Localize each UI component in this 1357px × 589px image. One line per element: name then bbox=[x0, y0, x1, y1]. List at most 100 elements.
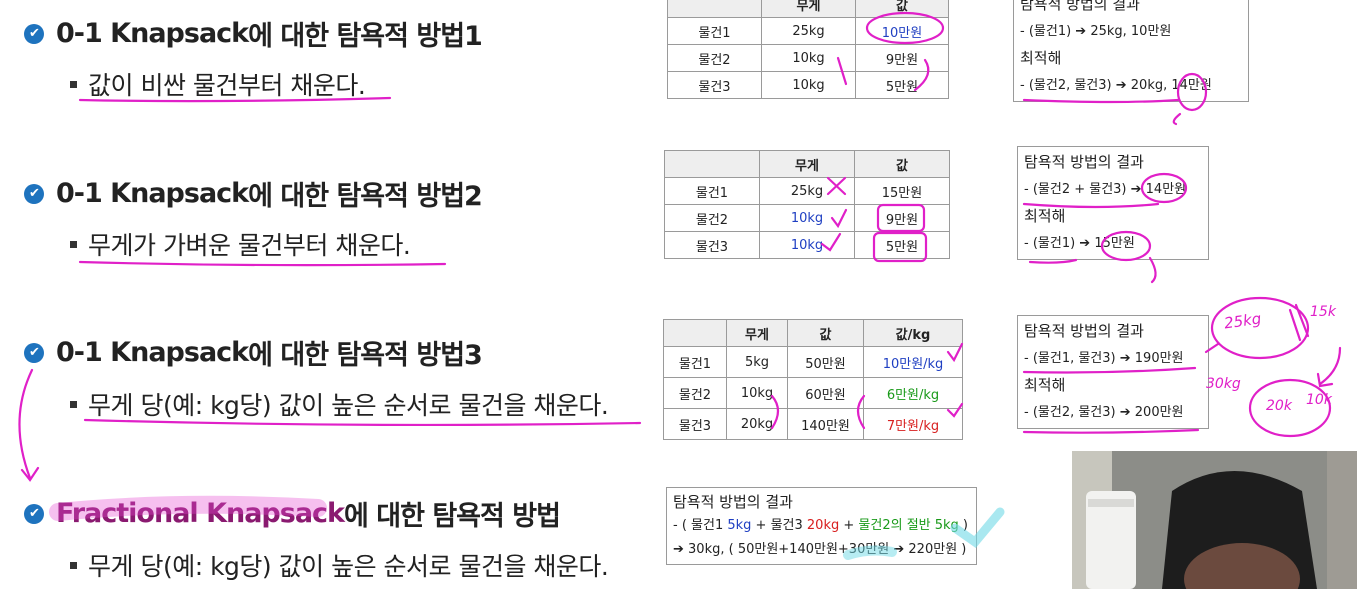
text-part: 5kg bbox=[727, 518, 752, 533]
table-cell: 9만원 bbox=[855, 44, 949, 72]
result-box-1: 탐욕적 방법의 결과 - (물건1) ➔ 25kg, 10만원 최적해 - (물… bbox=[1013, 0, 1249, 102]
table-row: 물건1 5kg 50만원 10만원/kg bbox=[663, 346, 963, 378]
table-cell: 9만원 bbox=[854, 204, 950, 232]
text-part: - ( 물건1 bbox=[673, 518, 728, 533]
result-optimal-line: - (물건1) ➔ 15만원 bbox=[1024, 236, 1135, 251]
table-cell: 25kg bbox=[759, 177, 855, 205]
square-bullet-icon bbox=[70, 561, 77, 569]
table-cell: 물건2 bbox=[667, 44, 762, 72]
table-row: 물건1 25kg 10만원 bbox=[667, 17, 949, 45]
table-header-cell: 무게 bbox=[759, 150, 855, 178]
text-part: 20kg bbox=[806, 518, 840, 533]
bullet-text: 무게 당(예: kg당) 값이 높은 순서로 물건을 채운다. bbox=[88, 391, 609, 420]
heading-suffix: 에 대한 탐욕적 방법3 bbox=[248, 340, 483, 371]
result-greedy-line: - (물건1) ➔ 25kg, 10만원 bbox=[1020, 24, 1172, 39]
result-box-3: 탐욕적 방법의 결과 - (물건1, 물건3) ➔ 190만원 최적해 - (물… bbox=[1017, 315, 1209, 429]
table-cell: 물건3 bbox=[667, 71, 762, 99]
table-cell: 물건1 bbox=[664, 177, 760, 205]
handwritten-note: 25kg bbox=[1222, 309, 1263, 333]
result-title: 탐욕적 방법의 결과 bbox=[673, 493, 793, 511]
text-part: 물건2의 절반 5kg bbox=[858, 518, 959, 533]
section-3-bullet: 무게 당(예: kg당) 값이 높은 순서로 물건을 채운다. bbox=[70, 386, 609, 422]
result-optimal-title: 최적해 bbox=[1020, 49, 1062, 67]
check-circle-icon: ✔ bbox=[24, 183, 44, 204]
section-4-bullet: 무게 당(예: kg당) 값이 높은 순서로 물건을 채운다. bbox=[70, 547, 609, 583]
table-cell: 10kg bbox=[759, 231, 855, 259]
handwritten-note: 20k bbox=[1266, 398, 1292, 414]
underline-stroke bbox=[78, 260, 447, 267]
table-cell: 10kg bbox=[761, 71, 856, 99]
heading-suffix: 에 대한 탐욕적 방법 bbox=[344, 501, 561, 532]
text-part: + bbox=[839, 518, 859, 533]
table-cell: 물건3 bbox=[664, 231, 760, 259]
check-circle-icon: ✔ bbox=[24, 342, 44, 363]
table-header-cell: 무게 bbox=[761, 0, 856, 18]
section-1-bullet: 값이 비싼 물건부터 채운다. bbox=[70, 66, 366, 102]
table-header-row: 무게 값 bbox=[667, 0, 949, 18]
table-cell: 물건2 bbox=[664, 204, 760, 232]
webcam-overlay bbox=[1072, 451, 1357, 589]
table-cell: 10kg bbox=[726, 377, 788, 409]
handwritten-note: 30kg bbox=[1206, 376, 1241, 392]
square-bullet-icon bbox=[70, 240, 77, 248]
table-cell: 10kg bbox=[761, 44, 856, 72]
webcam-image bbox=[1072, 451, 1357, 589]
table-row: 물건2 10kg 60만원 6만원/kg bbox=[663, 377, 963, 409]
square-bullet-icon bbox=[70, 400, 77, 408]
hatch-stroke bbox=[1288, 303, 1310, 342]
table-header-cell: 값/kg bbox=[863, 319, 963, 347]
table-1: 무게 값 물건1 25kg 10만원 물건2 10kg 9만원 물건3 10kg… bbox=[667, 0, 949, 99]
table-header-row: 무게 값 값/kg bbox=[663, 319, 963, 347]
underline-stroke bbox=[1022, 428, 1200, 434]
table-header-cell: 값 bbox=[855, 0, 949, 18]
text-part: + 물건3 bbox=[751, 518, 807, 533]
table-cell: 15만원 bbox=[854, 177, 950, 205]
section-4-heading: ✔ Fractional Knapsack 에 대한 탐욕적 방법 bbox=[24, 494, 561, 533]
section-3-heading: ✔ 0-1 Knapsack 에 대한 탐욕적 방법3 bbox=[24, 333, 483, 372]
section-1-heading: ✔ 0-1 Knapsack 에 대한 탐욕적 방법1 bbox=[24, 14, 483, 53]
heading-suffix: 에 대한 탐욕적 방법1 bbox=[248, 21, 483, 52]
table-header-cell bbox=[667, 0, 762, 18]
section-2-heading: ✔ 0-1 Knapsack 에 대한 탐욕적 방법2 bbox=[24, 174, 483, 213]
table-row: 물건3 20kg 140만원 7만원/kg bbox=[663, 408, 963, 440]
table-cell: 5만원 bbox=[854, 231, 950, 259]
table-cell: 50만원 bbox=[787, 346, 864, 378]
text-part: ) bbox=[958, 518, 969, 533]
table-header-cell bbox=[663, 319, 727, 347]
result-box-2: 탐욕적 방법의 결과 - (물건2 + 물건3) ➔ 14만원 최적해 - (물… bbox=[1017, 146, 1209, 260]
check-circle-icon: ✔ bbox=[24, 23, 44, 44]
result-greedy-line: - (물건1, 물건3) ➔ 190만원 bbox=[1024, 351, 1184, 366]
heading-suffix: 에 대한 탐욕적 방법2 bbox=[248, 181, 483, 212]
table-cell: 20kg bbox=[726, 408, 788, 440]
table-cell: 25kg bbox=[761, 17, 856, 45]
heading-prefix: 0-1 Knapsack bbox=[56, 178, 249, 209]
bullet-text: 무게가 가벼운 물건부터 채운다. bbox=[88, 231, 411, 260]
result-title: 탐욕적 방법의 결과 bbox=[1024, 322, 1144, 340]
result-box-4: 탐욕적 방법의 결과 - ( 물건1 5kg + 물건3 20kg + 물건2의… bbox=[666, 487, 977, 565]
table-row: 물건1 25kg 15만원 bbox=[664, 177, 950, 205]
table-header-cell bbox=[664, 150, 760, 178]
table-cell: 7만원/kg bbox=[863, 408, 963, 440]
result-greedy-line: - (물건2 + 물건3) ➔ 14만원 bbox=[1024, 182, 1187, 197]
table-cell: 140만원 bbox=[787, 408, 864, 440]
result-total-line: ➔ 30kg, ( 50만원+140만원+30만원 ➔ 220만원 ) bbox=[673, 542, 967, 557]
section-2-bullet: 무게가 가벼운 물건부터 채운다. bbox=[70, 226, 411, 262]
table-3: 무게 값 값/kg 물건1 5kg 50만원 10만원/kg 물건2 10kg … bbox=[663, 319, 963, 440]
check-circle-icon: ✔ bbox=[24, 503, 44, 524]
result-optimal-title: 최적해 bbox=[1024, 376, 1066, 394]
result-title: 탐욕적 방법의 결과 bbox=[1024, 153, 1144, 171]
table-row: 물건3 10kg 5만원 bbox=[664, 231, 950, 259]
result-greedy-line: - ( 물건1 5kg + 물건3 20kg + 물건2의 절반 5kg ) bbox=[673, 514, 970, 538]
result-optimal-title: 최적해 bbox=[1024, 207, 1066, 225]
bullet-text: 값이 비싼 물건부터 채운다. bbox=[88, 71, 366, 100]
table-row: 물건2 10kg 9만원 bbox=[664, 204, 950, 232]
handwritten-note: 10k bbox=[1306, 392, 1332, 408]
heading-prefix: 0-1 Knapsack bbox=[56, 337, 249, 368]
handwritten-note: 15k bbox=[1310, 304, 1336, 320]
table-cell: 10만원/kg bbox=[863, 346, 963, 378]
table-row: 물건3 10kg 5만원 bbox=[667, 71, 949, 99]
table-cell: 물건1 bbox=[667, 17, 762, 45]
result-title: 탐욕적 방법의 결과 bbox=[1020, 0, 1140, 13]
table-cell: 물건2 bbox=[663, 377, 727, 409]
table-cell: 물건1 bbox=[663, 346, 727, 378]
